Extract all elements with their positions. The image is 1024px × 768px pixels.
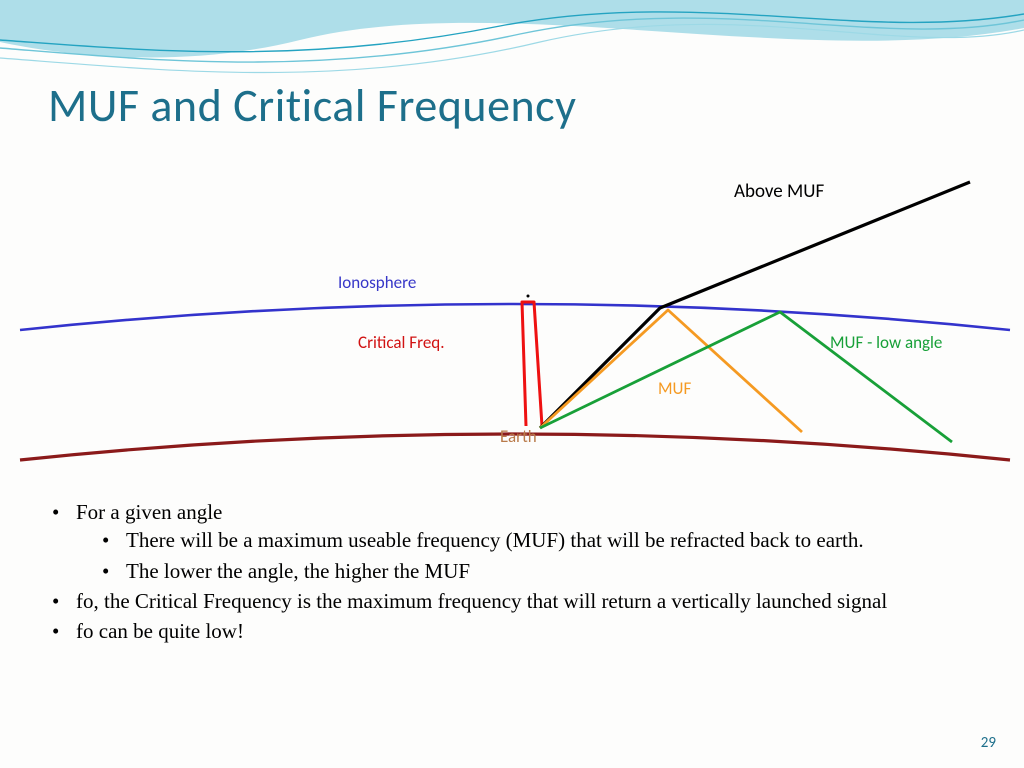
slide: MUF and Critical Frequency Ionosphere Cr… — [0, 0, 1024, 768]
critical-freq-label: Critical Freq. — [358, 332, 445, 353]
page-number: 29 — [981, 734, 996, 752]
muf-label: MUF — [658, 378, 691, 399]
earth-label: Earth — [500, 426, 537, 447]
bullet-text: The lower the angle, the higher the MUF — [126, 559, 470, 583]
list-item: fo can be quite low! — [50, 617, 980, 645]
dot-marker — [527, 295, 530, 298]
ionosphere-label: Ionosphere — [338, 272, 416, 293]
above-muf-label: Above MUF — [734, 180, 824, 203]
slide-title: MUF and Critical Frequency — [48, 78, 576, 134]
muf-low-angle-label: MUF - low angle — [830, 332, 942, 353]
critical-freq-ray — [522, 302, 542, 426]
muf-ray — [540, 310, 802, 432]
muf-diagram: Ionosphere Critical Freq. Above MUF MUF … — [0, 170, 1024, 480]
list-item: fo, the Critical Frequency is the maximu… — [50, 587, 980, 615]
ionosphere-arc — [20, 304, 1010, 330]
bullet-text: For a given angle — [76, 500, 222, 524]
bullet-text: fo can be quite low! — [76, 619, 244, 643]
bullet-text: fo, the Critical Frequency is the maximu… — [76, 589, 887, 613]
bullet-text: There will be a maximum useable frequenc… — [126, 528, 864, 552]
list-item: For a given angle There will be a maximu… — [50, 498, 980, 585]
list-item: There will be a maximum useable frequenc… — [100, 526, 980, 554]
list-item: The lower the angle, the higher the MUF — [100, 557, 980, 585]
bullet-list: For a given angle There will be a maximu… — [50, 498, 980, 648]
